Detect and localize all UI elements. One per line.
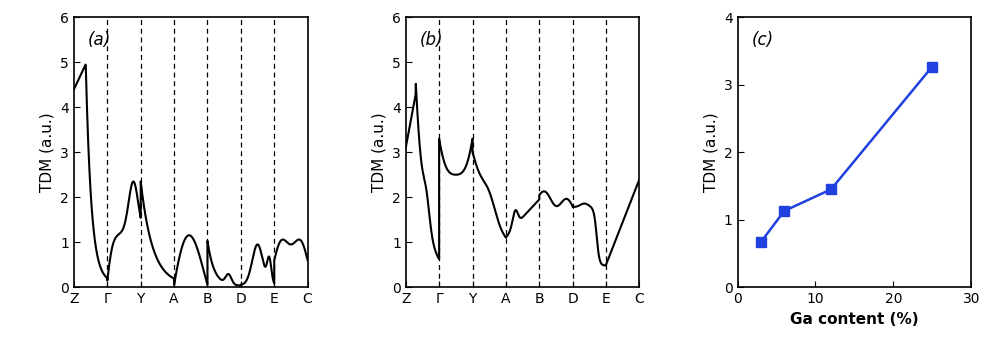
- Text: (a): (a): [88, 31, 111, 49]
- Y-axis label: TDM (a.u.): TDM (a.u.): [39, 112, 54, 192]
- Text: (c): (c): [751, 31, 774, 49]
- Y-axis label: TDM (a.u.): TDM (a.u.): [703, 112, 718, 192]
- Text: (b): (b): [420, 31, 444, 49]
- X-axis label: Ga content (%): Ga content (%): [790, 312, 919, 327]
- Y-axis label: TDM (a.u.): TDM (a.u.): [372, 112, 387, 192]
